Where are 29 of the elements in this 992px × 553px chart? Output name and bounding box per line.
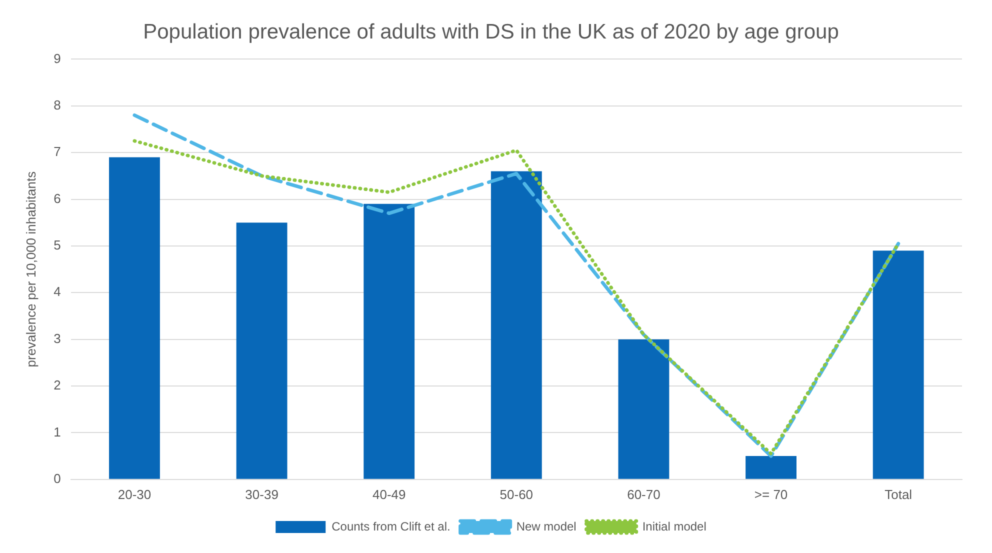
y-tick-label: 8 <box>54 97 61 112</box>
legend-label: Initial model <box>642 519 706 534</box>
bar <box>490 171 542 479</box>
y-tick-label: 4 <box>54 284 61 300</box>
y-tick-label: 2 <box>54 378 61 393</box>
x-tick-label: 60-70 <box>627 486 660 502</box>
x-tick-label: 40-49 <box>372 486 406 502</box>
y-tick-label: 5 <box>54 238 61 253</box>
bar <box>364 204 415 479</box>
bar <box>746 456 796 479</box>
x-tick-label: 20-30 <box>118 486 152 502</box>
y-tick-label: 1 <box>54 424 61 440</box>
y-axis-title: prevalence per 10,000 inhabitants <box>23 170 38 368</box>
y-tick-label: 3 <box>54 330 61 346</box>
legend-label: New model <box>516 519 576 534</box>
x-tick-label: 50-60 <box>500 486 534 502</box>
y-tick-label: 9 <box>54 50 61 66</box>
x-tick-label: >= 70 <box>754 486 788 502</box>
bar <box>236 222 288 479</box>
y-tick-label: 6 <box>54 190 61 206</box>
y-tick-label: 7 <box>54 144 61 160</box>
x-tick-label: Total <box>884 486 912 502</box>
bar <box>618 339 670 479</box>
x-tick-label: 30-39 <box>245 486 278 502</box>
bar <box>872 250 924 479</box>
chart-title: Population prevalence of adults with DS in the UK as of 2020 by age group <box>143 20 839 44</box>
y-tick-label: 0 <box>54 470 61 486</box>
bar <box>109 157 160 479</box>
legend-label: Counts from Clift et al. <box>332 519 450 534</box>
